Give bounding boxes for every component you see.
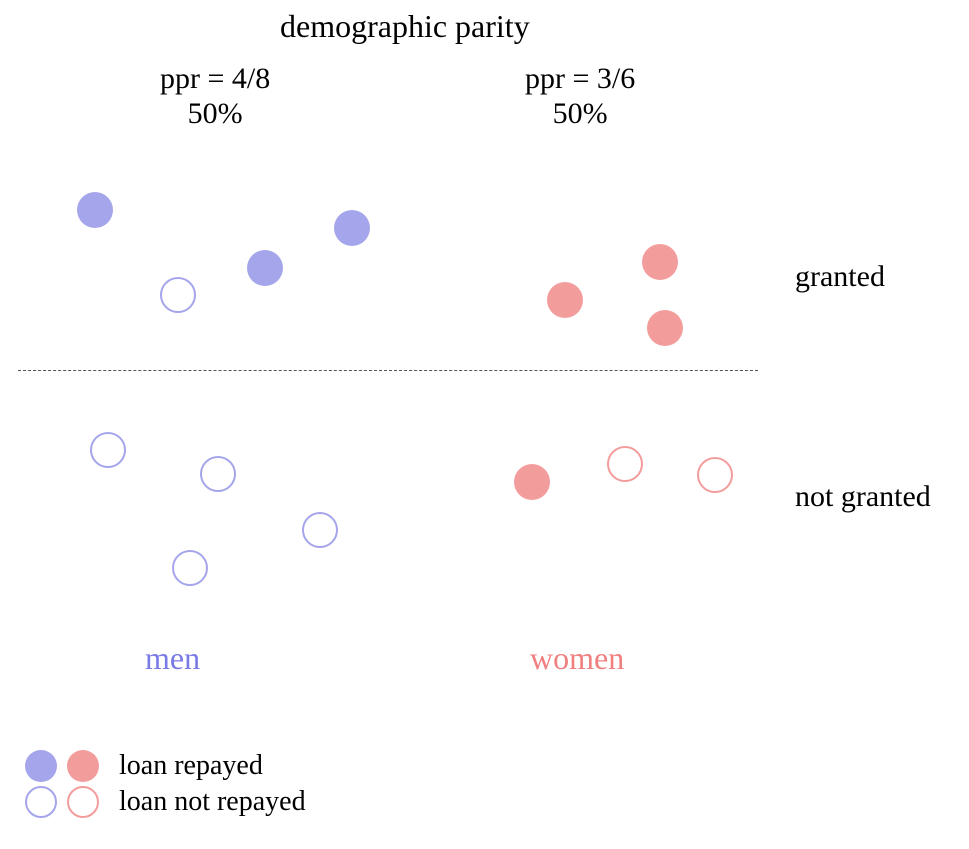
legend-text: loan not repayed — [119, 786, 306, 818]
chart-title-text: demographic parity — [280, 8, 530, 44]
men-dot-filled — [247, 250, 283, 286]
chart-title: demographic parity — [280, 8, 530, 45]
ppr-left-block: ppr = 4/8 50% — [160, 62, 270, 131]
label-not-granted: not granted — [795, 480, 931, 514]
men-dot-hollow — [302, 512, 338, 548]
group-label-men: men — [145, 640, 200, 677]
legend-women-dot-icon — [67, 786, 99, 818]
men-dot-hollow — [160, 277, 196, 313]
ppr-left-line1: ppr = 4/8 — [160, 62, 270, 97]
group-label-men-text: men — [145, 640, 200, 676]
legend-men-dot-icon — [25, 750, 57, 782]
legend-row: loan not repayed — [25, 786, 306, 818]
group-label-women-text: women — [530, 640, 624, 676]
label-granted-text: granted — [795, 260, 885, 293]
label-granted: granted — [795, 260, 885, 294]
ppr-left-line2: 50% — [160, 97, 270, 132]
women-dot-hollow — [697, 457, 733, 493]
legend-row: loan repayed — [25, 750, 306, 782]
women-dot-hollow — [607, 446, 643, 482]
men-dot-filled — [77, 192, 113, 228]
women-dot-filled — [642, 244, 678, 280]
women-dot-filled — [547, 282, 583, 318]
ppr-right-line2: 50% — [525, 97, 635, 132]
legend-women-dot-icon — [67, 750, 99, 782]
group-label-women: women — [530, 640, 624, 677]
women-dot-filled — [647, 310, 683, 346]
legend: loan repayed loan not repayed — [25, 750, 306, 822]
women-dot-filled — [514, 464, 550, 500]
legend-text: loan repayed — [119, 750, 263, 782]
men-dot-hollow — [200, 456, 236, 492]
legend-men-dot-icon — [25, 786, 57, 818]
men-dot-hollow — [172, 550, 208, 586]
divider-line — [18, 370, 758, 371]
label-not-granted-text: not granted — [795, 480, 931, 513]
ppr-right-block: ppr = 3/6 50% — [525, 62, 635, 131]
diagram-canvas: demographic parity ppr = 4/8 50% ppr = 3… — [0, 0, 969, 849]
men-dot-hollow — [90, 432, 126, 468]
ppr-right-line1: ppr = 3/6 — [525, 62, 635, 97]
men-dot-filled — [334, 210, 370, 246]
